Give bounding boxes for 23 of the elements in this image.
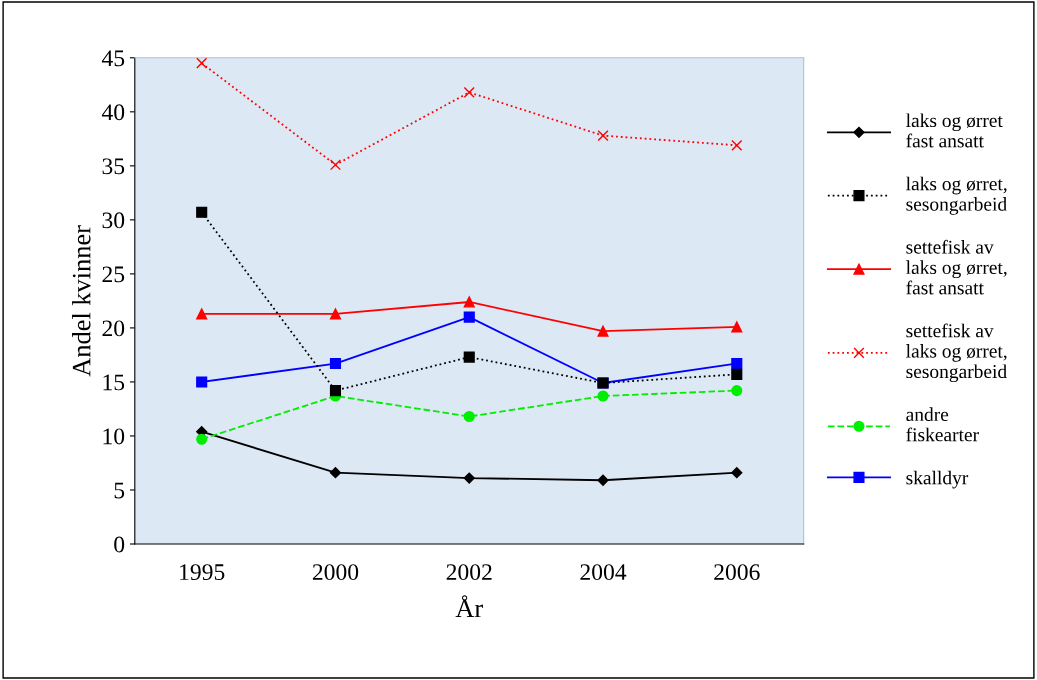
legend-label: laks og ørret, sesongarbeid <box>906 176 1007 215</box>
y-tick-label: 5 <box>114 482 125 499</box>
legend-label: andre fiskearter <box>906 407 979 442</box>
y-tick-label: 20 <box>102 320 125 337</box>
legend-label: settefisk av laks og ørret, sesongarbeid <box>906 323 1007 383</box>
x-tick-label: 2006 <box>714 564 760 581</box>
y-tick-label: 0 <box>114 536 125 553</box>
x-tick-label: 1995 <box>180 564 225 581</box>
legend-label: skalldyr <box>906 470 969 489</box>
y-tick-label: 45 <box>101 50 125 67</box>
x-tick-label: 2002 <box>446 564 492 581</box>
y-tick-label: 25 <box>102 266 125 283</box>
y-axis-title: Andel kvinner <box>71 225 91 377</box>
legend-label: laks og ørret fast ansatt <box>906 113 1003 148</box>
x-tick-label: 2000 <box>312 564 359 581</box>
x-axis-title: År <box>455 595 483 618</box>
legend-label: settefisk av laks og ørret, fast ansatt <box>906 239 1007 295</box>
y-tick-label: 15 <box>103 374 125 391</box>
y-tick-label: 40 <box>101 104 125 121</box>
x-tick-label: 2004 <box>580 564 627 581</box>
y-tick-label: 35 <box>102 158 125 175</box>
y-tick-label: 30 <box>102 212 125 229</box>
y-tick-label: 10 <box>103 428 125 445</box>
